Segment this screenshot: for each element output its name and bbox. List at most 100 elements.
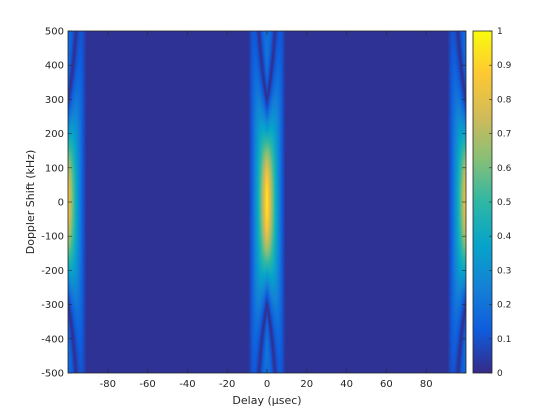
heatmap-cell	[247, 315, 249, 318]
heatmap-cell	[83, 75, 86, 78]
heatmap-cell	[78, 286, 81, 290]
heatmap-cell	[68, 48, 70, 52]
heatmap-cell	[86, 338, 89, 341]
heatmap-cell	[74, 151, 77, 154]
heatmap-cell	[74, 198, 77, 202]
heatmap-cell	[248, 313, 250, 316]
heatmap-cell	[69, 299, 71, 302]
heatmap-cell	[71, 334, 74, 337]
heatmap-cell	[71, 239, 74, 243]
heatmap-cell	[71, 196, 74, 199]
heatmap-cell	[82, 215, 85, 218]
heatmap-cell	[79, 212, 82, 216]
heatmap-cell	[86, 206, 89, 210]
heatmap-cell	[69, 342, 72, 345]
heatmap-cell	[84, 122, 87, 126]
heatmap-cell	[86, 67, 89, 70]
heatmap-cell	[68, 145, 70, 148]
heatmap-cell	[69, 334, 72, 337]
heatmap-cell	[71, 34, 74, 37]
heatmap-cell	[69, 317, 72, 321]
heatmap-cell	[81, 106, 84, 109]
heatmap-cell	[76, 233, 79, 236]
heatmap-cell	[75, 299, 78, 302]
heatmap-cell	[82, 325, 85, 329]
heatmap-cell	[78, 336, 81, 339]
heatmap-cell	[79, 235, 82, 238]
heatmap-cell	[84, 116, 87, 119]
heatmap-cell	[74, 81, 77, 85]
heatmap-cell	[81, 178, 84, 181]
heatmap-cell	[71, 75, 74, 78]
heatmap-cell	[85, 268, 88, 271]
heatmap-cell	[78, 145, 81, 148]
heatmap-cell	[70, 139, 73, 142]
heatmap-cell	[69, 65, 71, 68]
heatmap-cell	[84, 286, 87, 290]
heatmap-cell	[73, 44, 76, 48]
heatmap-cell	[85, 104, 88, 107]
heatmap-cell	[82, 141, 85, 144]
heatmap-cell	[250, 31, 252, 33]
heatmap-cell	[68, 147, 70, 150]
heatmap-cell	[249, 112, 251, 115]
heatmap-cell	[84, 264, 87, 267]
heatmap-cell	[80, 366, 83, 370]
heatmap-cell	[248, 219, 250, 222]
heatmap-cell	[77, 260, 80, 263]
heatmap-cell	[249, 334, 251, 337]
heatmap-cell	[250, 56, 252, 60]
heatmap-cell	[86, 157, 89, 160]
heatmap-cell	[86, 173, 89, 177]
heatmap-cell	[83, 336, 86, 339]
heatmap-cell	[71, 338, 74, 341]
heatmap-cell	[84, 215, 87, 218]
heatmap-cell	[84, 284, 87, 288]
heatmap-cell	[77, 280, 80, 284]
heatmap-cell	[83, 348, 86, 351]
heatmap-cell	[85, 79, 88, 83]
heatmap-cell	[73, 274, 76, 277]
heatmap-cell	[251, 368, 253, 372]
heatmap-cell	[248, 202, 250, 206]
heatmap-cell	[249, 208, 251, 212]
heatmap-cell	[84, 282, 87, 286]
heatmap-cell	[84, 338, 87, 341]
heatmap-cell	[74, 274, 77, 277]
heatmap-cell	[79, 223, 82, 226]
heatmap-cell	[70, 356, 73, 360]
heatmap-cell	[79, 309, 82, 312]
heatmap-cell	[83, 272, 86, 275]
heatmap-cell	[69, 368, 72, 372]
heatmap-cell	[69, 118, 71, 121]
heatmap-cell	[77, 149, 80, 152]
heatmap-cell	[73, 200, 76, 204]
heatmap-cell	[83, 110, 86, 113]
heatmap-cell	[82, 336, 85, 339]
heatmap-cell	[71, 362, 74, 366]
heatmap-cell	[75, 303, 78, 306]
heatmap-cell	[80, 114, 83, 117]
heatmap-cell	[80, 171, 83, 175]
heatmap-cell	[69, 217, 72, 220]
heatmap-cell	[68, 122, 70, 126]
heatmap-cell	[86, 112, 89, 115]
heatmap-cell	[85, 126, 88, 130]
heatmap-cell	[85, 52, 88, 56]
heatmap-cell	[83, 338, 86, 341]
heatmap-cell	[69, 81, 71, 85]
heatmap-cell	[73, 204, 76, 208]
heatmap-cell	[250, 132, 252, 136]
heatmap-cell	[251, 327, 253, 331]
heatmap-cell	[74, 217, 77, 220]
heatmap-cell	[83, 171, 86, 175]
heatmap-cell	[73, 89, 76, 93]
heatmap-cell	[75, 56, 78, 60]
heatmap-cell	[80, 83, 83, 87]
heatmap-cell	[74, 303, 77, 306]
heatmap-cell	[84, 315, 87, 318]
heatmap-cell	[83, 233, 86, 236]
heatmap-cell	[68, 297, 70, 300]
heatmap-cell	[82, 188, 85, 191]
heatmap-cell	[81, 315, 84, 318]
